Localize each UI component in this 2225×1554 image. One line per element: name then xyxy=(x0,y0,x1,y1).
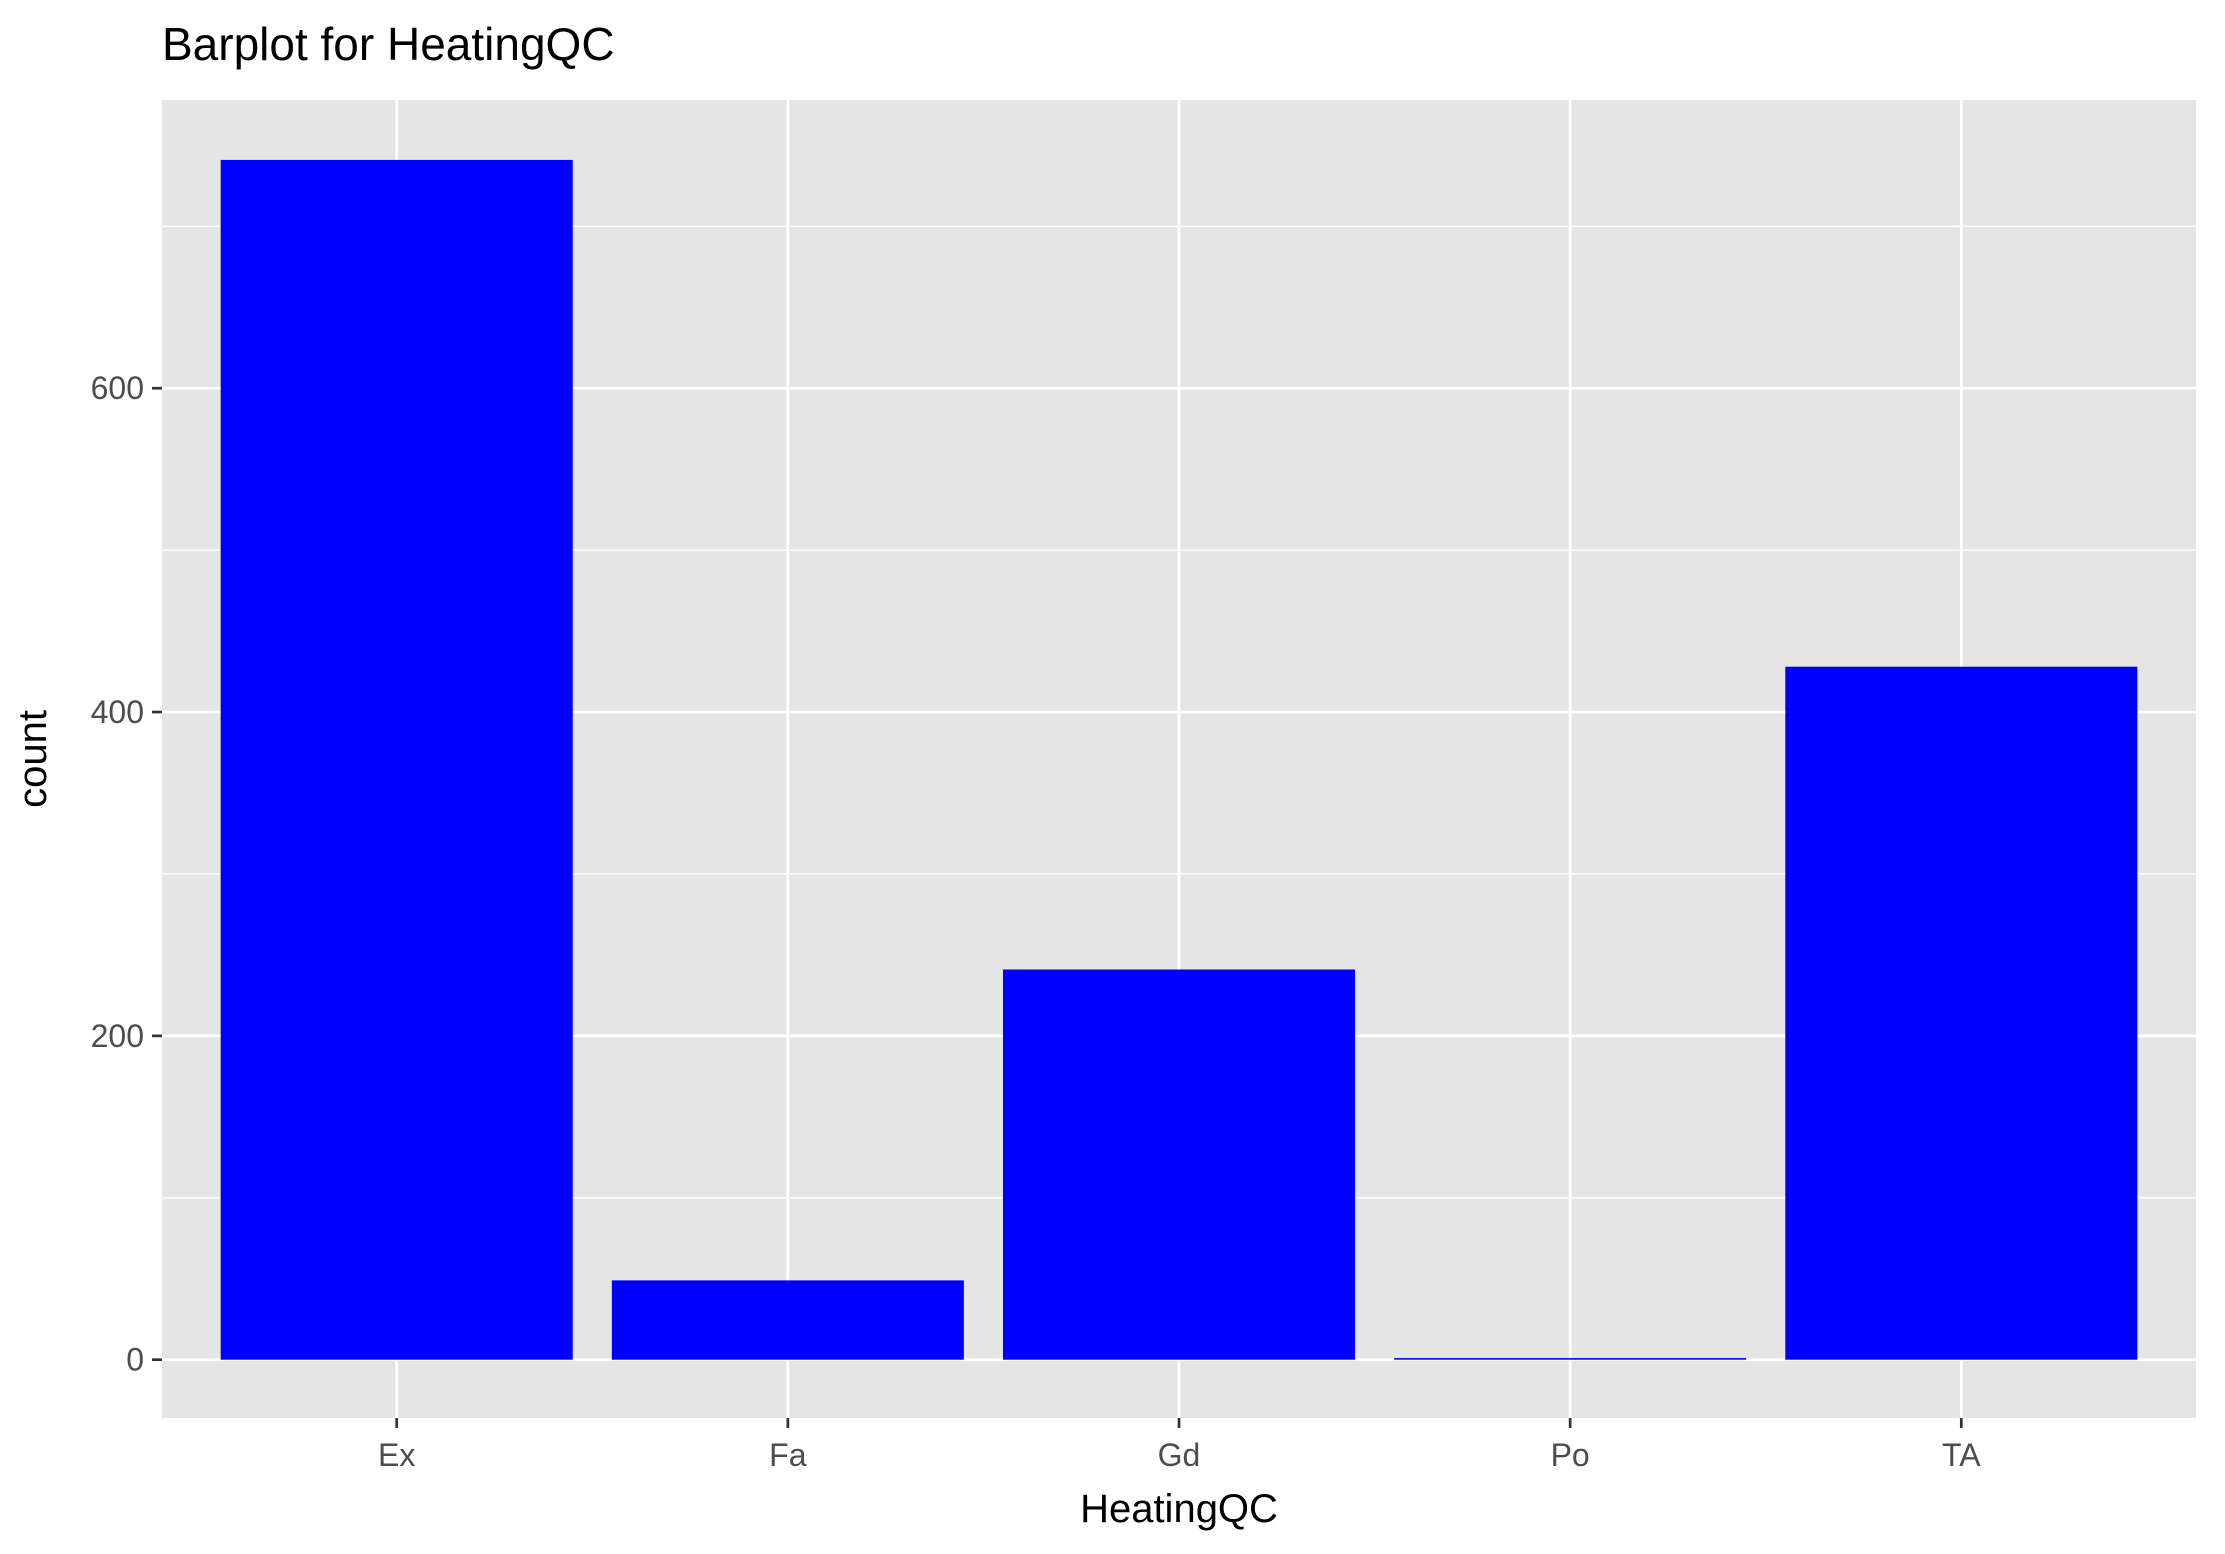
bar-fa xyxy=(611,1280,964,1360)
x-tick-label: Ex xyxy=(378,1437,415,1473)
x-axis-title: HeatingQC xyxy=(1080,1487,1278,1531)
y-tick-label: 200 xyxy=(91,1018,144,1054)
bars xyxy=(220,159,2138,1360)
x-tick-label: Po xyxy=(1551,1437,1590,1473)
bar-ta xyxy=(1785,666,2138,1360)
y-axis: 0 200 400 600 xyxy=(91,370,162,1378)
bar-po xyxy=(1394,1358,1747,1360)
y-tick-label: 0 xyxy=(126,1342,144,1378)
x-tick-label: Gd xyxy=(1158,1437,1201,1473)
y-tick-label: 400 xyxy=(91,694,144,730)
x-tick-label: TA xyxy=(1942,1437,1981,1473)
bar-gd xyxy=(1002,969,1356,1360)
bar-ex xyxy=(220,159,573,1360)
y-axis-title: count xyxy=(11,710,55,808)
x-axis: Ex Fa Gd Po TA xyxy=(378,1418,1981,1473)
x-tick-label: Fa xyxy=(769,1437,807,1473)
y-tick-label: 600 xyxy=(91,370,144,406)
chart-title: Barplot for HeatingQC xyxy=(162,18,615,70)
